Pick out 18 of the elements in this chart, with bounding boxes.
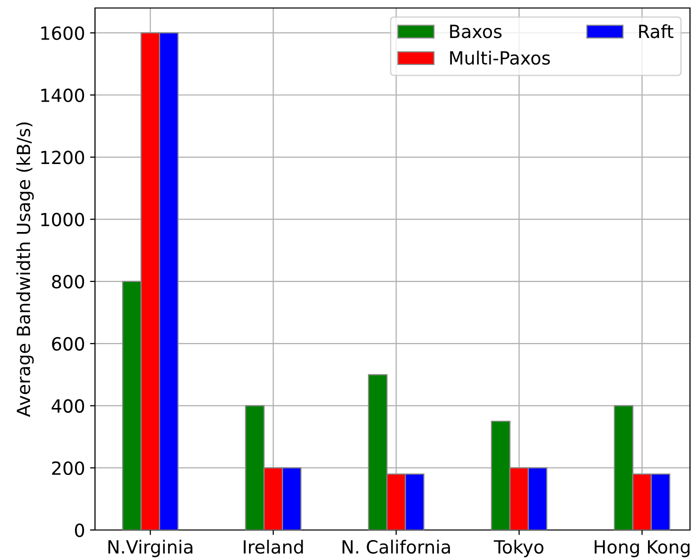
y-tick-label: 200 [52, 461, 84, 475]
y-tick-label: 800 [52, 274, 84, 289]
x-tick-label: N. California [342, 540, 450, 554]
y-tick-label: 0 [74, 523, 84, 538]
x-tick-label: N.Virginia [108, 540, 192, 558]
legend-label: Multi-Paxos [450, 50, 550, 65]
legend-label: Raft [639, 24, 674, 38]
y-tick-label: 1200 [41, 150, 84, 164]
y-axis-title: Average Bandwidth Usage (kB/s) [16, 122, 34, 417]
y-tick-label: 1000 [41, 212, 84, 226]
x-tick-label: Tokyo [494, 540, 544, 558]
y-tick-label: 400 [52, 399, 84, 413]
y-tick-label: 1600 [41, 26, 84, 40]
y-tick-label: 1400 [41, 88, 84, 102]
x-tick-label: Hong Kong [594, 540, 690, 558]
x-tick-label: Ireland [244, 540, 303, 554]
legend-label: Baxos [450, 24, 502, 38]
y-tick-label: 600 [52, 337, 84, 351]
